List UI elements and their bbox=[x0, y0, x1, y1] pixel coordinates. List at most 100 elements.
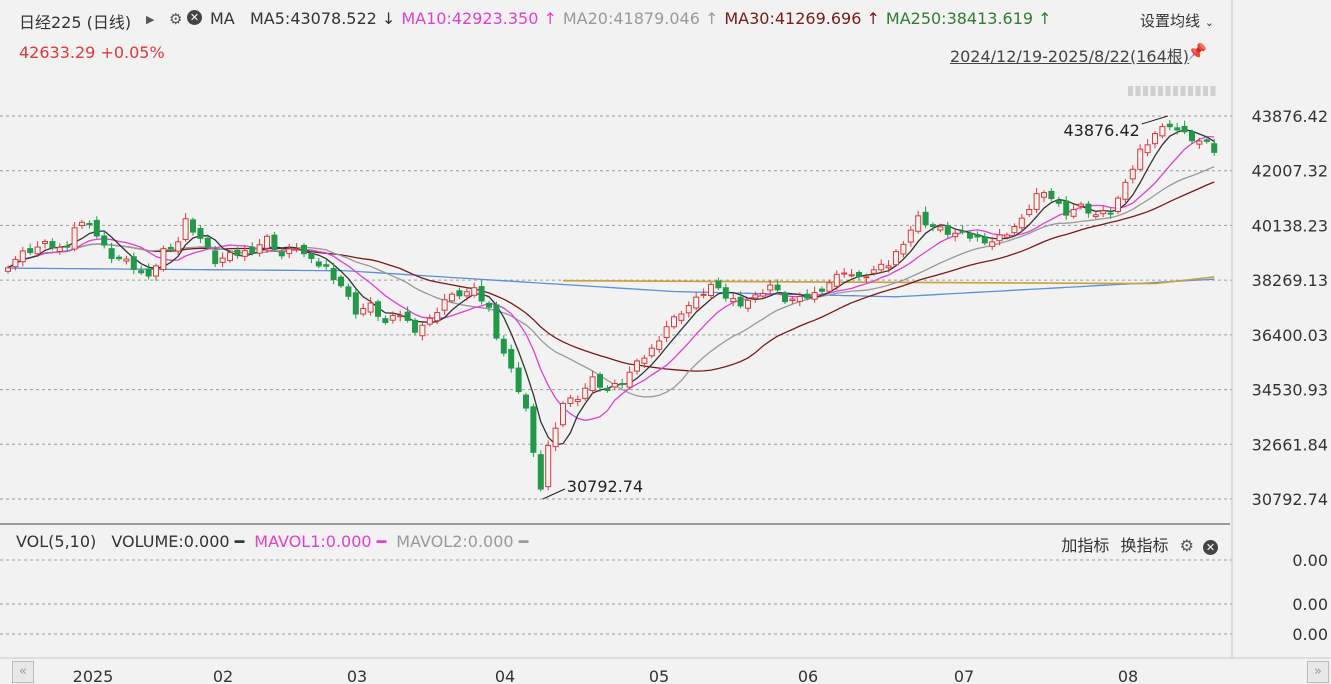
candle-body bbox=[278, 251, 285, 257]
candle-body bbox=[1152, 133, 1158, 145]
candle-body bbox=[315, 261, 322, 267]
indicator-settings-gear-icon[interactable]: ⚙ bbox=[169, 10, 183, 28]
candle-body bbox=[338, 276, 344, 287]
candle-body bbox=[915, 215, 922, 232]
candle-body bbox=[456, 290, 463, 297]
candle-body bbox=[870, 269, 877, 274]
chart-header: 日经225 (日线) ▶ ⚙ ✕ MA MA5:43078.522 ↓ MA10:… bbox=[0, 0, 1331, 40]
candle-body bbox=[611, 383, 618, 388]
expand-arrow-icon[interactable]: ▶ bbox=[146, 13, 155, 26]
candle-body bbox=[656, 340, 663, 350]
candle-body bbox=[782, 292, 788, 303]
y-tick-label: 43876.42 bbox=[1252, 107, 1328, 126]
candle-body bbox=[449, 293, 455, 302]
candle-body bbox=[145, 268, 152, 277]
candle-body bbox=[1166, 123, 1173, 128]
event-marker bbox=[1135, 86, 1141, 96]
candle-body bbox=[508, 349, 515, 369]
candle-body bbox=[1203, 139, 1210, 142]
candle-body bbox=[375, 301, 381, 317]
switch-indicator-button[interactable]: 换指标 bbox=[1120, 536, 1169, 555]
candle-body bbox=[271, 234, 278, 251]
candle-body bbox=[197, 228, 204, 239]
candle-body bbox=[826, 282, 833, 292]
candle-body bbox=[922, 211, 929, 226]
price-summary: 42633.29 +0.05% bbox=[19, 43, 165, 62]
candle-body bbox=[678, 313, 685, 321]
candle-body bbox=[878, 263, 885, 271]
volume-item: MAVOL2:0.000 ━ bbox=[396, 532, 529, 551]
candle-body bbox=[360, 308, 367, 315]
ma-item: MA30:41269.696 ↑ bbox=[724, 9, 880, 28]
candle-body bbox=[989, 241, 996, 247]
event-marker bbox=[1180, 86, 1186, 96]
candle-body bbox=[1144, 144, 1151, 154]
candle-body bbox=[493, 304, 500, 339]
panel-divider[interactable] bbox=[0, 523, 1230, 525]
candle-body bbox=[471, 287, 478, 296]
candle-body bbox=[93, 219, 100, 237]
indicator-close-icon[interactable]: ✕ bbox=[187, 10, 202, 25]
volume-close-icon[interactable]: ✕ bbox=[1203, 540, 1218, 555]
candle-body bbox=[1026, 208, 1033, 216]
candle-body bbox=[641, 357, 648, 364]
candle-body bbox=[64, 245, 71, 248]
candle-body bbox=[693, 296, 700, 309]
volume-gear-icon[interactable]: ⚙ bbox=[1179, 536, 1194, 555]
x-tick-label: 04 bbox=[495, 667, 515, 684]
candle-body bbox=[671, 316, 677, 328]
candle-body bbox=[848, 274, 855, 277]
volume-y-tick-label: 0.00 bbox=[1292, 625, 1328, 644]
volume-title: VOL(5,10) bbox=[16, 532, 97, 551]
y-tick-label: 30792.74 bbox=[1252, 490, 1328, 509]
candle-body bbox=[397, 315, 404, 318]
y-tick-label: 42007.32 bbox=[1252, 162, 1328, 181]
candle-body bbox=[478, 286, 485, 302]
candle-body bbox=[959, 230, 966, 233]
candle-body bbox=[249, 246, 256, 254]
scroll-left-button[interactable]: « bbox=[12, 661, 34, 683]
candle-body bbox=[967, 232, 973, 239]
volume-values: VOLUME:0.000 ━ MAVOL1:0.000 ━ MAVOL2:0.000… bbox=[101, 532, 528, 551]
candle-body bbox=[789, 298, 796, 301]
candle-body bbox=[1100, 210, 1107, 215]
ma-settings-dropdown[interactable]: 设置均线 ⌄ bbox=[1140, 10, 1214, 31]
candle-body bbox=[352, 292, 359, 315]
event-marker bbox=[1210, 86, 1216, 96]
candle-body bbox=[885, 265, 892, 269]
candle-body bbox=[774, 284, 781, 291]
candle-body bbox=[1189, 131, 1195, 142]
date-range[interactable]: 2024/12/19-2025/8/22(164根) bbox=[949, 47, 1189, 66]
candle-body bbox=[767, 284, 774, 291]
event-marker bbox=[1158, 86, 1163, 96]
volume-header: VOL(5,10) VOLUME:0.000 ━ MAVOL1:0.000 ━ MA… bbox=[16, 532, 528, 551]
candle-body bbox=[811, 292, 818, 300]
ma250-line bbox=[7, 267, 1215, 298]
x-tick-label: 06 bbox=[798, 667, 818, 684]
candle-body bbox=[227, 252, 233, 261]
scroll-right-button[interactable]: » bbox=[1307, 661, 1329, 683]
candle-body bbox=[175, 241, 182, 252]
volume-item: VOLUME:0.000 ━ bbox=[111, 532, 245, 551]
candle-body bbox=[116, 256, 122, 260]
candle-body bbox=[153, 265, 159, 277]
candle-body bbox=[486, 302, 492, 308]
candle-body bbox=[382, 318, 389, 324]
candle-body bbox=[804, 293, 811, 299]
candle-body bbox=[952, 232, 959, 238]
volume-item: MAVOL1:0.000 ━ bbox=[254, 532, 387, 551]
add-indicator-button[interactable]: 加指标 bbox=[1061, 536, 1110, 555]
candle-body bbox=[86, 223, 93, 226]
candle-body bbox=[1115, 197, 1121, 213]
candle-body bbox=[634, 360, 640, 372]
instrument-title[interactable]: 日经225 (日线) bbox=[19, 13, 132, 32]
candle-body bbox=[1196, 140, 1203, 145]
pin-icon[interactable]: 📌 bbox=[1187, 42, 1207, 61]
ma-values: MA5:43078.522 ↓ MA10:42923.350 ↑ MA20:4187… bbox=[250, 9, 1058, 28]
volume-tools: 加指标 换指标 ⚙ ✕ bbox=[1061, 532, 1218, 556]
candle-body bbox=[752, 294, 759, 299]
candle-body bbox=[907, 229, 914, 243]
candle-body bbox=[574, 399, 581, 402]
event-marker bbox=[1165, 86, 1171, 96]
